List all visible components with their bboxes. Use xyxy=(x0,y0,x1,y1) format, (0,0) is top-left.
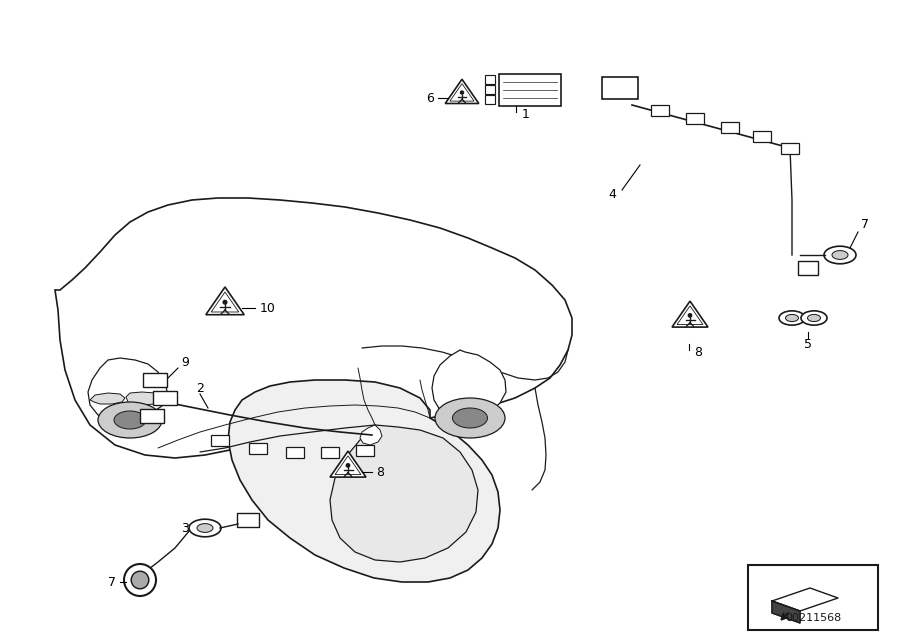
Text: 7: 7 xyxy=(861,219,869,232)
Bar xyxy=(321,446,339,457)
Polygon shape xyxy=(330,425,478,562)
Bar xyxy=(143,373,167,387)
Bar xyxy=(748,565,878,630)
Polygon shape xyxy=(360,425,382,445)
Polygon shape xyxy=(212,292,239,312)
Bar xyxy=(485,95,495,104)
Text: 7: 7 xyxy=(108,576,116,588)
Bar xyxy=(237,513,259,527)
Ellipse shape xyxy=(779,311,805,325)
Text: 4: 4 xyxy=(608,188,616,202)
Bar xyxy=(651,104,669,116)
Circle shape xyxy=(460,90,464,95)
Bar xyxy=(686,113,704,123)
Text: 8: 8 xyxy=(694,345,702,359)
Ellipse shape xyxy=(114,411,146,429)
Text: 2: 2 xyxy=(196,382,204,394)
Text: 00211568: 00211568 xyxy=(785,613,842,623)
Circle shape xyxy=(346,463,350,468)
Polygon shape xyxy=(450,84,474,101)
Bar xyxy=(721,121,739,132)
Text: 9: 9 xyxy=(181,356,189,368)
Ellipse shape xyxy=(832,251,848,259)
Polygon shape xyxy=(228,380,500,582)
Polygon shape xyxy=(55,198,572,458)
Text: 8: 8 xyxy=(376,466,384,478)
Polygon shape xyxy=(330,451,366,477)
Polygon shape xyxy=(126,392,162,405)
Ellipse shape xyxy=(807,314,821,322)
Bar xyxy=(499,74,561,106)
Bar xyxy=(153,391,177,405)
Ellipse shape xyxy=(197,523,213,532)
Ellipse shape xyxy=(98,402,162,438)
Bar xyxy=(140,409,164,423)
Bar xyxy=(781,142,799,153)
Polygon shape xyxy=(672,301,708,327)
Bar xyxy=(286,446,304,457)
Text: 3: 3 xyxy=(181,522,189,534)
Ellipse shape xyxy=(786,314,798,322)
Circle shape xyxy=(222,300,228,305)
Text: 10: 10 xyxy=(260,301,276,314)
Bar xyxy=(602,77,638,99)
Text: 6: 6 xyxy=(426,92,434,104)
Polygon shape xyxy=(335,456,361,474)
Polygon shape xyxy=(772,588,838,611)
Polygon shape xyxy=(446,80,479,104)
Polygon shape xyxy=(772,601,800,623)
Bar xyxy=(753,130,771,141)
Bar xyxy=(485,85,495,94)
Bar xyxy=(485,75,495,84)
Ellipse shape xyxy=(801,311,827,325)
Polygon shape xyxy=(677,306,703,324)
Polygon shape xyxy=(90,393,125,404)
Ellipse shape xyxy=(435,398,505,438)
Polygon shape xyxy=(88,358,168,420)
Ellipse shape xyxy=(189,519,221,537)
Circle shape xyxy=(131,571,149,589)
Text: 1: 1 xyxy=(522,109,530,121)
Polygon shape xyxy=(432,350,506,420)
Ellipse shape xyxy=(453,408,488,428)
Bar xyxy=(249,443,267,453)
Circle shape xyxy=(124,564,156,596)
Text: 5: 5 xyxy=(804,338,812,352)
Circle shape xyxy=(688,313,692,318)
Bar xyxy=(798,261,818,275)
Bar xyxy=(356,445,374,455)
Bar xyxy=(211,434,229,445)
Ellipse shape xyxy=(824,246,856,264)
Polygon shape xyxy=(206,287,244,315)
